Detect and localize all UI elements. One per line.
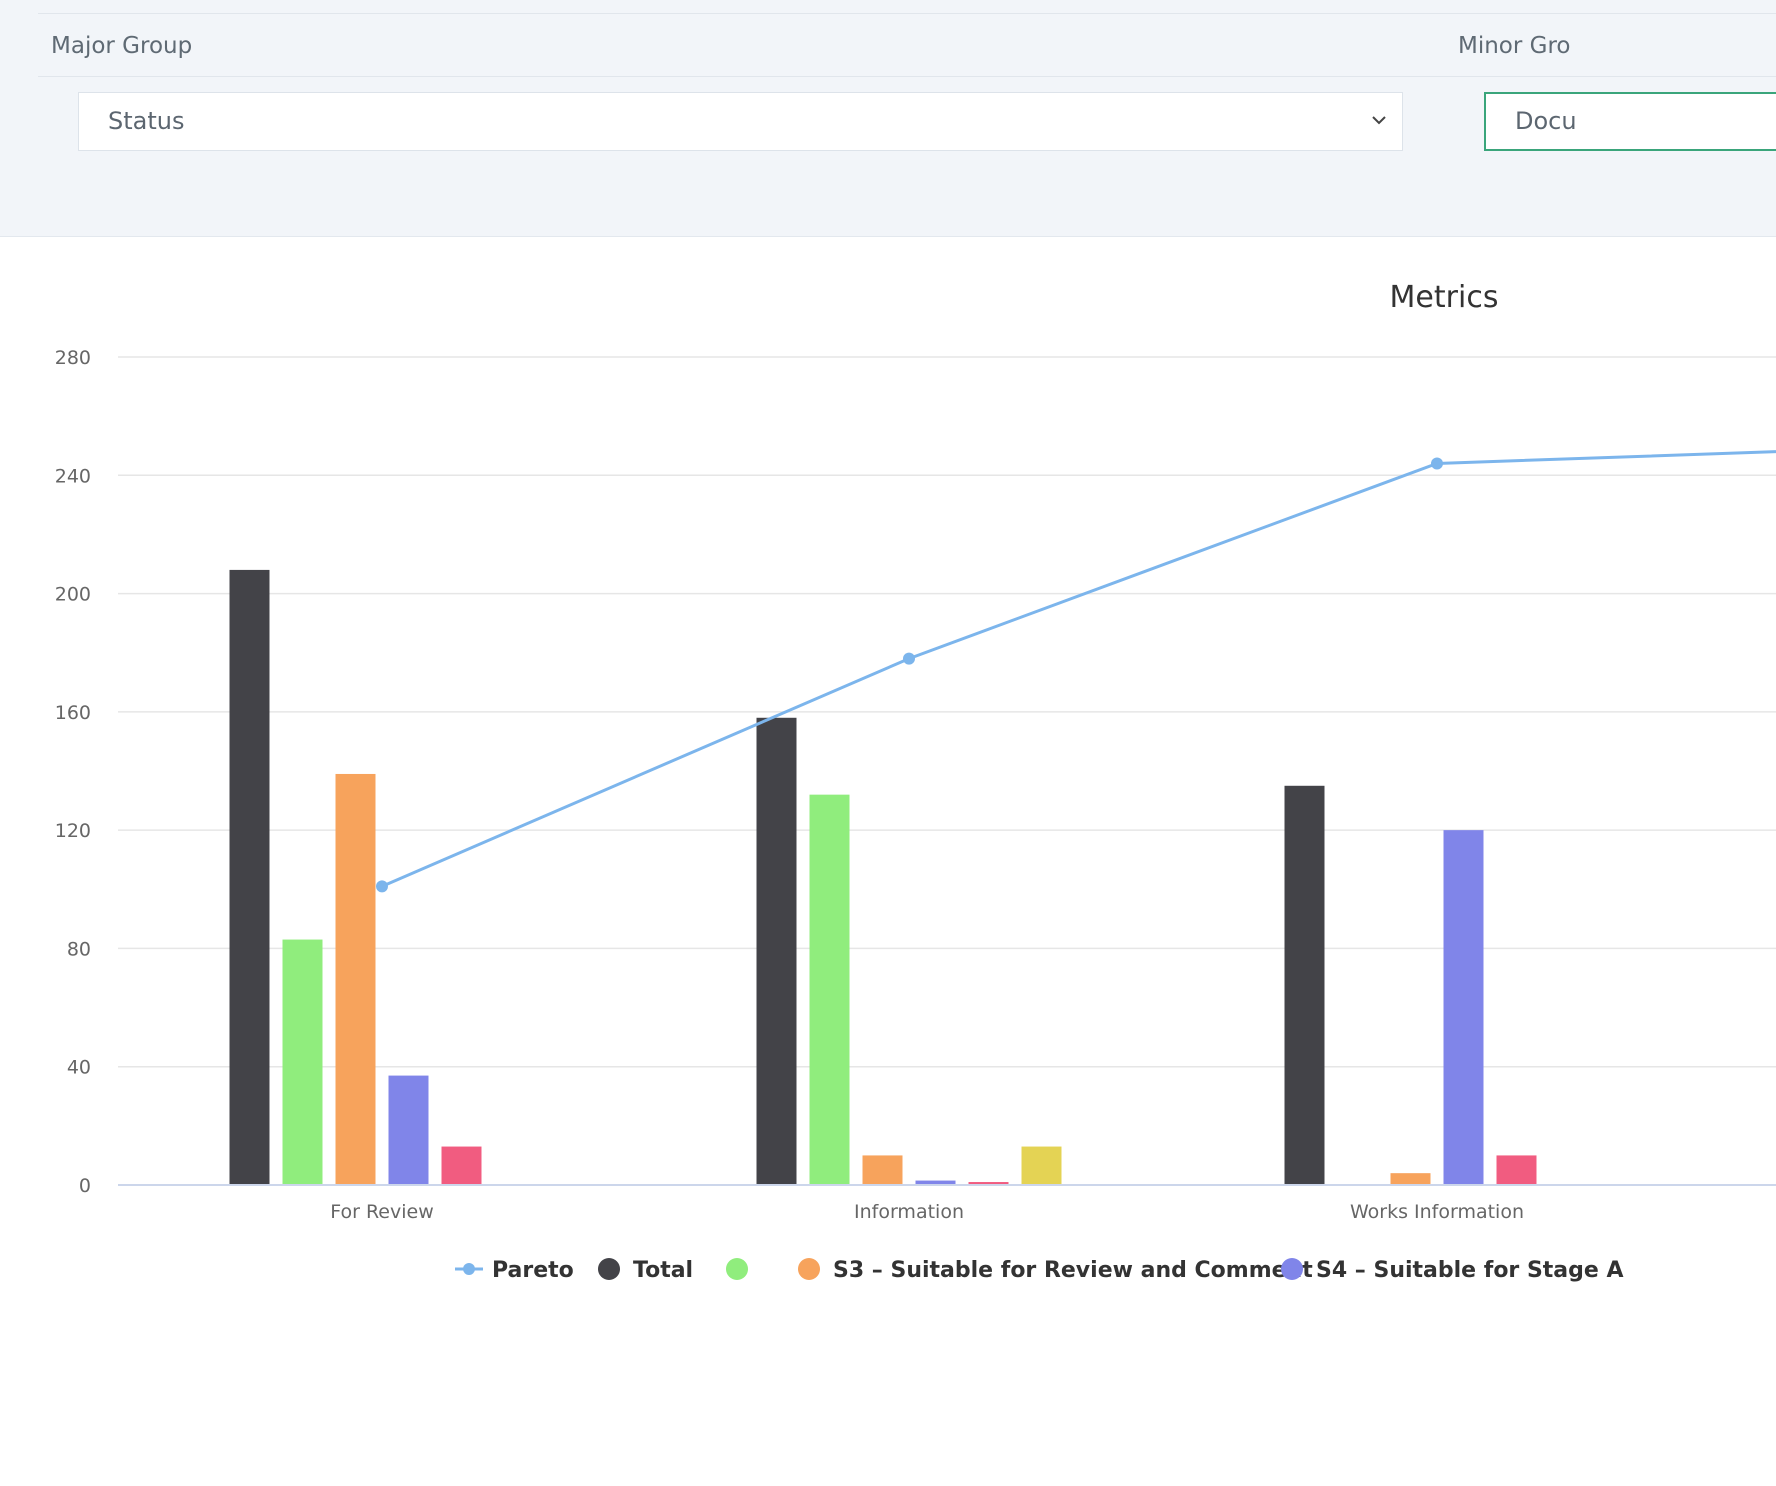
minor-group-select[interactable]: Docu <box>1484 92 1776 151</box>
major-group-value: Status <box>108 107 185 135</box>
legend-label: S3 – Suitable for Review and Comment <box>833 1258 1313 1283</box>
y-tick-label: 160 <box>55 702 91 724</box>
bar <box>756 717 797 1185</box>
legend-label: Pareto <box>492 1258 574 1283</box>
bar <box>862 1155 903 1185</box>
pareto-line <box>376 450 1776 893</box>
pareto-point <box>1431 457 1443 470</box>
bar <box>335 773 376 1185</box>
legend: Pareto Total S3 – Suitable for Review and … <box>455 1258 1624 1283</box>
divider <box>38 13 1776 14</box>
y-tick-label: 80 <box>67 938 91 960</box>
y-axis: 0 40 80 120 160 200 240 280 <box>55 347 91 1197</box>
legend-item: Total <box>598 1258 693 1283</box>
major-group-select[interactable]: Status <box>78 92 1403 151</box>
legend-label: Total <box>633 1258 693 1283</box>
legend-label: S4 – Suitable for Stage A <box>1316 1258 1624 1283</box>
pareto-point <box>903 652 915 665</box>
y-tick-label: 200 <box>55 584 91 606</box>
x-tick-label: Information <box>854 1201 964 1223</box>
divider <box>38 76 1776 77</box>
y-tick-label: 240 <box>55 465 91 487</box>
bar <box>1390 1173 1431 1185</box>
bar <box>968 1182 1009 1185</box>
chart-area: Metrics 0 40 80 120 160 200 240 280 For Review I… <box>0 238 1776 1486</box>
legend-item <box>726 1258 748 1280</box>
y-tick-label: 0 <box>79 1175 91 1197</box>
y-tick-label: 280 <box>55 347 91 369</box>
bars <box>229 569 1537 1185</box>
legend-item: Pareto <box>455 1258 574 1283</box>
pareto-point <box>376 880 388 893</box>
legend-item: S3 – Suitable for Review and Comment <box>798 1258 1313 1283</box>
pareto-line-path <box>381 450 1776 888</box>
filter-panel: Major Group Minor Gro Status Docu <box>0 0 1776 237</box>
bar <box>1021 1146 1062 1185</box>
x-tick-label: Works Information <box>1350 1201 1524 1223</box>
bar <box>809 794 850 1185</box>
y-tick-label: 120 <box>55 820 91 842</box>
bar <box>388 1075 429 1185</box>
bar <box>229 569 270 1185</box>
bar <box>282 939 323 1185</box>
legend-symbol <box>598 1258 620 1280</box>
legend-symbol <box>463 1263 475 1275</box>
legend-symbol <box>798 1258 820 1280</box>
gridlines <box>118 356 1776 1068</box>
chevron-down-icon <box>1372 116 1386 125</box>
bar <box>1284 785 1325 1185</box>
minor-group-label: Minor Gro <box>1458 33 1571 59</box>
metrics-chart: Metrics 0 40 80 120 160 200 240 280 For Review I… <box>55 280 1776 1283</box>
major-group-label: Major Group <box>51 33 193 59</box>
bar <box>915 1180 956 1185</box>
y-tick-label: 40 <box>67 1057 91 1079</box>
bar <box>441 1146 482 1185</box>
bar <box>1496 1155 1537 1185</box>
legend-symbol <box>1281 1258 1303 1280</box>
minor-group-value: Docu <box>1515 107 1577 135</box>
legend-item: S4 – Suitable for Stage A <box>1281 1258 1624 1283</box>
chart-title: Metrics <box>1390 280 1499 315</box>
bar <box>1443 830 1484 1185</box>
x-axis: For Review Information Works Information <box>118 1184 1776 1223</box>
legend-symbol <box>726 1258 748 1280</box>
x-tick-label: For Review <box>330 1201 434 1223</box>
